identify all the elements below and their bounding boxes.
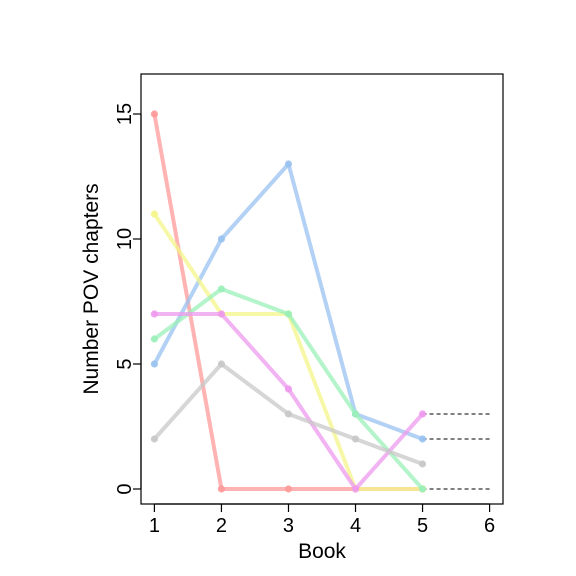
series-point — [284, 310, 293, 318]
series-point — [418, 410, 427, 418]
x-tick-label: 6 — [484, 515, 495, 537]
series-point — [418, 485, 427, 493]
y-axis-title: Number POV chapters — [80, 183, 103, 394]
series-point — [351, 435, 360, 443]
series-2 — [150, 160, 427, 443]
series-point — [418, 460, 427, 468]
series-point — [418, 435, 427, 443]
series-point — [150, 435, 159, 443]
series-point — [217, 285, 226, 293]
series-point — [351, 485, 360, 493]
series-6 — [150, 360, 427, 468]
x-tick-label: 3 — [283, 515, 294, 537]
series-line — [152, 162, 425, 441]
series-point — [150, 310, 159, 318]
series-point — [150, 360, 159, 368]
series-point — [217, 310, 226, 318]
series-point — [284, 160, 293, 168]
series-point — [150, 335, 159, 343]
series-5 — [150, 310, 427, 493]
x-tick-label: 2 — [216, 515, 227, 537]
series-4 — [150, 285, 427, 493]
x-axis: 1 2 3 4 5 6 — [149, 503, 495, 537]
x-axis-title: Book — [298, 540, 346, 563]
series-point — [150, 110, 159, 118]
series-point — [284, 485, 293, 493]
y-tick-label: 5 — [114, 358, 136, 369]
plot-area — [150, 110, 490, 493]
y-tick-label: 15 — [114, 103, 136, 125]
y-axis: 0 5 10 15 — [114, 103, 142, 495]
x-tick-label: 1 — [149, 515, 160, 537]
x-tick-label: 4 — [350, 515, 361, 537]
series-point — [150, 210, 159, 218]
y-tick-label: 0 — [114, 483, 136, 494]
series-point — [217, 485, 226, 493]
series-point — [284, 410, 293, 418]
series-point — [217, 235, 226, 243]
series-point — [284, 385, 293, 393]
series-point — [351, 410, 360, 418]
series-point — [217, 360, 226, 368]
x-tick-label: 5 — [417, 515, 428, 537]
y-tick-label: 10 — [114, 228, 136, 250]
